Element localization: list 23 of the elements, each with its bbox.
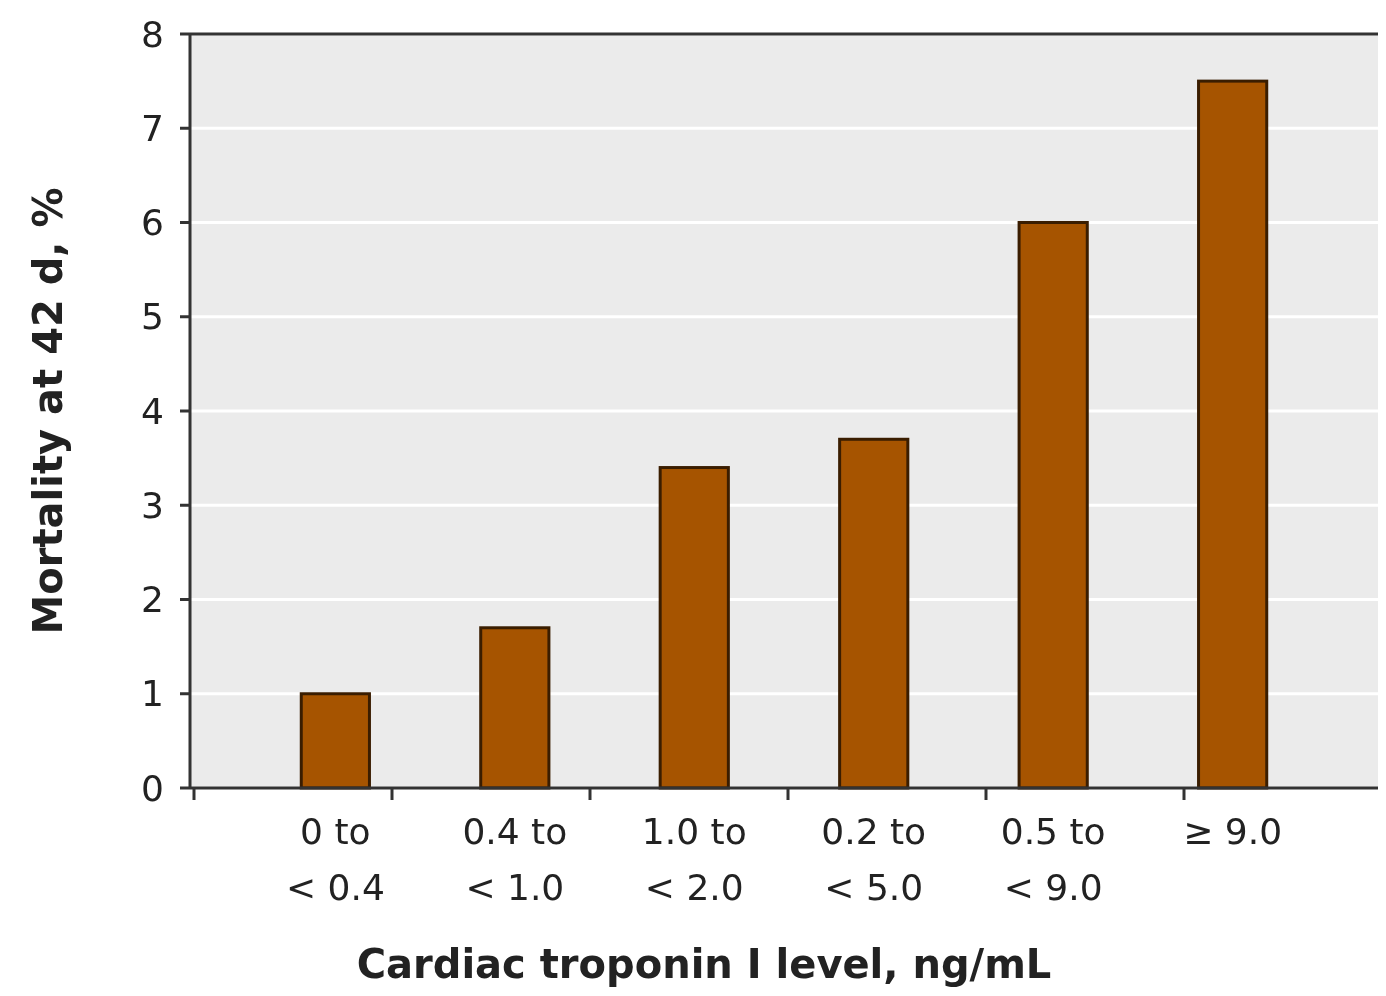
y-tick-label: 2 bbox=[141, 579, 164, 621]
y-axis-title: Mortality at 42 d, % bbox=[25, 187, 71, 635]
x-tick-label: 1.0 to < 2.0 bbox=[641, 811, 747, 908]
y-tick-label: 7 bbox=[141, 107, 164, 149]
y-tick-label: 3 bbox=[141, 484, 164, 526]
bar bbox=[479, 626, 551, 790]
y-tick-label: 5 bbox=[141, 296, 164, 338]
x-tick-label: 0 to < 0.4 bbox=[285, 811, 385, 908]
bar bbox=[1197, 79, 1269, 790]
y-tick-label: 8 bbox=[141, 13, 164, 55]
y-tick-label: 0 bbox=[141, 767, 164, 809]
y-tick-label: 1 bbox=[141, 673, 164, 715]
bar bbox=[838, 437, 910, 790]
y-tick-label: 4 bbox=[141, 390, 164, 432]
x-tick-label: 0.5 to < 9.0 bbox=[1000, 811, 1106, 908]
x-tick-label: ≥ 9.0 bbox=[1183, 811, 1283, 852]
x-tick-label: 0.4 to < 1.0 bbox=[462, 811, 568, 908]
bar bbox=[1017, 221, 1089, 790]
bar bbox=[658, 466, 730, 790]
x-tick-label: 0.2 to < 5.0 bbox=[821, 811, 927, 908]
bar bbox=[299, 692, 371, 790]
x-axis-title: Cardiac troponin I level, ng/mL bbox=[356, 941, 1052, 987]
y-tick-label: 6 bbox=[141, 202, 164, 244]
